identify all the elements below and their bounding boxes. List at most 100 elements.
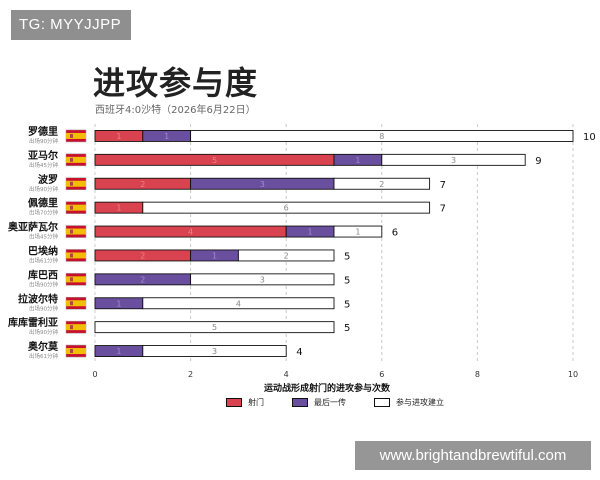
spain-flag-emblem	[70, 181, 73, 186]
player-minutes: 出场90分钟	[29, 328, 58, 336]
segment-value-label: 1	[116, 204, 121, 213]
x-tick-label: 6	[379, 370, 384, 379]
spain-flag-stripe	[66, 348, 86, 355]
player-minutes: 出场61分钟	[29, 256, 58, 264]
segment-value-label: 4	[188, 228, 193, 237]
spain-flag-stripe	[66, 228, 86, 235]
spain-flag-emblem	[70, 157, 73, 162]
spain-flag-emblem	[70, 301, 73, 306]
bar-segment	[381, 153, 526, 166]
legend-swatch-final-pass	[292, 398, 308, 407]
segment-value-label: 1	[308, 228, 313, 237]
chart-title: 进攻参与度	[93, 64, 259, 102]
x-tick-label: 2	[188, 370, 193, 379]
spain-flag-stripe	[66, 276, 86, 283]
spain-flag-stripe	[66, 132, 86, 139]
bar-segment	[94, 321, 335, 334]
total-label: 9	[535, 156, 541, 167]
legend: 射门 最后一传 参与进攻建立	[226, 397, 444, 408]
spain-flag-stripe	[66, 204, 86, 211]
player-name: 拉波尔特	[18, 292, 58, 305]
legend-label-final-pass: 最后一传	[314, 398, 346, 407]
segment-value-label: 2	[140, 251, 145, 260]
x-tick-label: 8	[475, 370, 480, 379]
spain-flag-emblem	[70, 229, 73, 234]
segment-value-label: 6	[284, 204, 289, 213]
player-name: 佩德里	[28, 197, 58, 210]
segment-value-label: 2	[140, 180, 145, 189]
total-label: 7	[440, 204, 446, 215]
player-minutes: 出场90分钟	[29, 280, 58, 288]
segment-value-label: 2	[140, 275, 145, 284]
player-minutes: 出场45分钟	[29, 233, 58, 241]
x-tick-label: 4	[284, 370, 289, 379]
x-axis-title: 运动战形成射门的进攻参与次数	[264, 384, 391, 394]
spain-flag-stripe	[66, 252, 86, 259]
segment-value-label: 4	[236, 299, 241, 308]
player-name: 巴埃纳	[28, 244, 58, 257]
corner-tag: TG: MYYJJPP	[11, 10, 132, 40]
bar-segment	[142, 345, 287, 357]
total-label: 4	[296, 347, 302, 358]
segment-value-label: 8	[379, 132, 384, 141]
spain-flag-emblem	[70, 205, 73, 210]
total-label: 10	[583, 132, 596, 143]
legend-item-build-up: 参与进攻建立	[374, 397, 444, 408]
player-name: 奥亚萨瓦尔	[8, 221, 58, 234]
player-name: 亚马尔	[28, 149, 58, 162]
total-label: 5	[344, 299, 350, 310]
total-label: 5	[344, 323, 350, 334]
segment-value-label: 3	[260, 275, 265, 284]
segment-value-label: 2	[379, 180, 384, 189]
spain-flag-stripe	[66, 324, 86, 331]
player-minutes: 出场70分钟	[29, 209, 58, 217]
player-name: 库巴西	[28, 268, 58, 281]
player-name: 库库雷利亚	[8, 316, 58, 329]
spain-flag-emblem	[70, 277, 73, 282]
segment-value-label: 1	[355, 156, 360, 165]
bar-segment	[333, 225, 383, 238]
segment-value-label: 3	[212, 347, 217, 356]
segment-value-label: 1	[355, 228, 360, 237]
watermark: www.brightandbrewtiful.com	[355, 441, 591, 470]
bar-segment	[142, 297, 335, 310]
bar-segment	[142, 201, 431, 214]
legend-swatch-shot	[226, 398, 242, 407]
segment-value-label: 5	[212, 323, 217, 332]
spain-flag-stripe	[66, 156, 86, 163]
spain-flag-stripe	[66, 300, 86, 307]
legend-label-shot: 射门	[248, 398, 264, 407]
total-label: 5	[344, 251, 350, 262]
player-name: 波罗	[38, 173, 58, 186]
segment-value-label: 5	[212, 156, 217, 165]
segment-value-label: 3	[260, 180, 265, 189]
legend-item-shot: 射门	[226, 397, 264, 408]
bar-segment	[190, 273, 335, 286]
player-name: 罗德里	[28, 125, 58, 138]
spain-flag-emblem	[70, 253, 73, 258]
legend-label-build-up: 参与进攻建立	[396, 398, 444, 407]
segment-value-label: 1	[164, 132, 169, 141]
player-minutes: 出场45分钟	[29, 161, 58, 169]
player-minutes: 出场90分钟	[29, 185, 58, 193]
player-minutes: 出场61分钟	[29, 352, 58, 360]
player-minutes: 出场90分钟	[29, 137, 58, 145]
legend-swatch-build-up	[374, 398, 390, 407]
total-label: 6	[392, 228, 398, 239]
spain-flag-emblem	[70, 349, 73, 354]
chart-subtitle: 西班牙4:0沙特（2026年6月22日）	[95, 105, 256, 116]
segment-value-label: 3	[451, 156, 456, 165]
segment-value-label: 1	[212, 251, 217, 260]
player-minutes: 出场90分钟	[29, 304, 58, 312]
spain-flag-emblem	[70, 133, 73, 138]
total-label: 5	[344, 275, 350, 286]
bar-segment	[237, 249, 335, 262]
segment-value-label: 1	[116, 132, 121, 141]
bar-segment	[190, 129, 574, 142]
bar-segment	[333, 177, 431, 190]
x-tick-label: 0	[92, 370, 97, 379]
spain-flag-stripe	[66, 180, 86, 187]
segment-value-label: 1	[116, 299, 121, 308]
segment-value-label: 1	[116, 347, 121, 356]
